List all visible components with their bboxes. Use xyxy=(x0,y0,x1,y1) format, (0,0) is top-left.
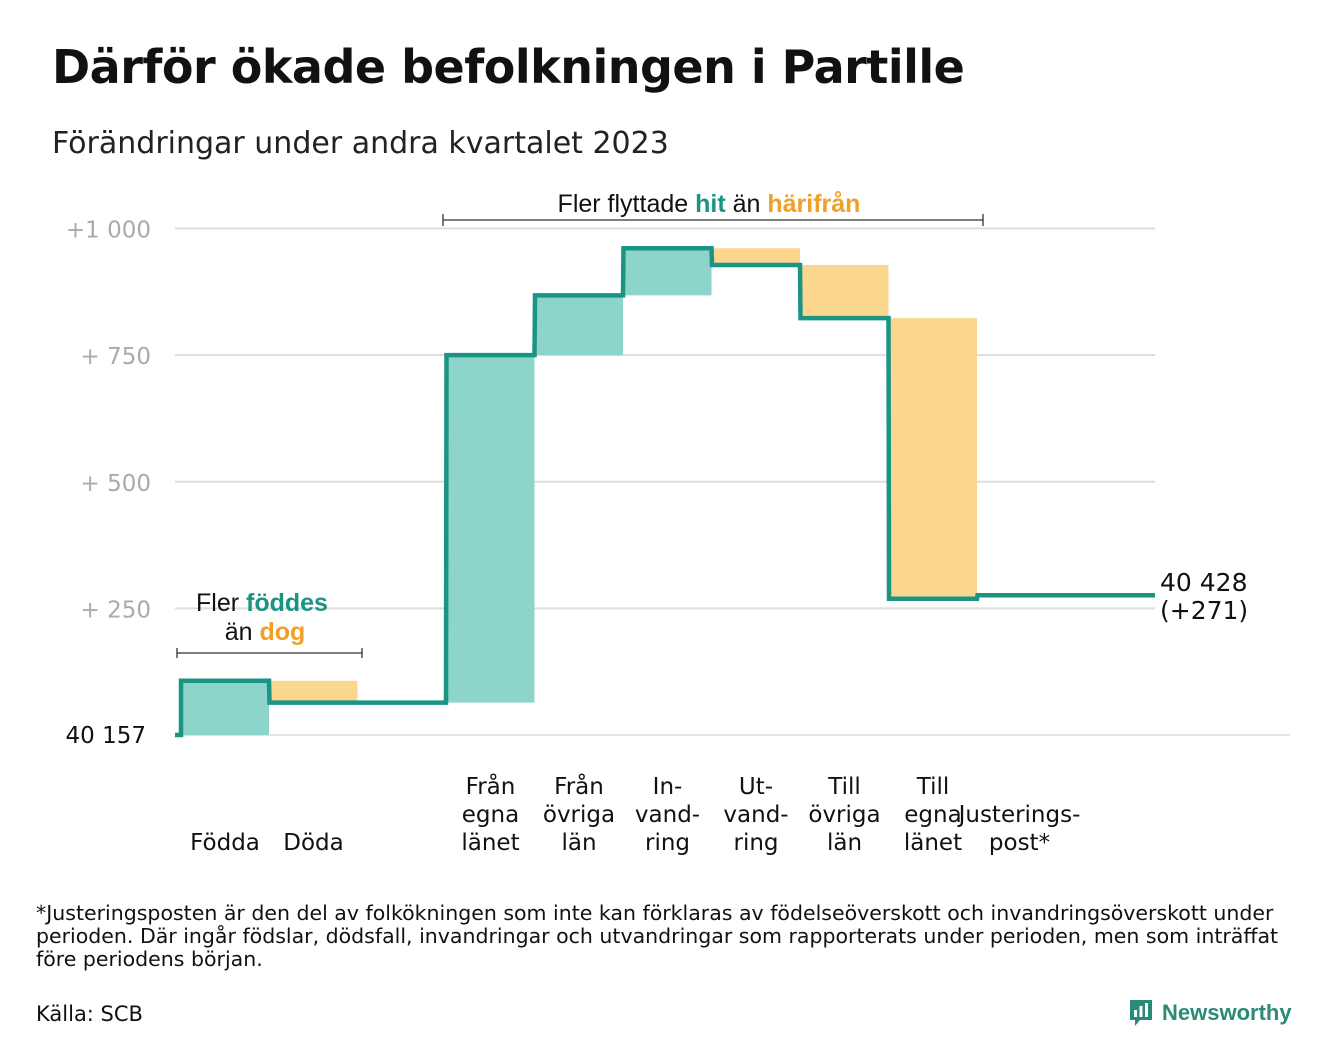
x-tick-label-8-2: länet xyxy=(904,830,962,856)
x-tick-label-7-2: län xyxy=(827,830,862,856)
top-annotation-mid: än xyxy=(726,190,768,218)
newsworthy-logo: Newsworthy xyxy=(1128,998,1292,1028)
end-change-label: (+271) xyxy=(1160,596,1248,625)
left-annotation-dog: dog xyxy=(259,618,305,646)
left-annotation-prefix: Fler xyxy=(196,589,246,617)
bar-5 xyxy=(623,248,712,296)
top-annotation-prefix: Fler flyttade xyxy=(558,190,696,218)
left-annotation-foddes: föddes xyxy=(246,589,328,617)
left-annotation-line2: än dog xyxy=(225,618,306,646)
x-tick-label-9-1: post* xyxy=(989,830,1050,856)
x-tick-label-6-1: vand- xyxy=(723,802,788,828)
x-tick-label-0-0: Födda xyxy=(190,830,260,856)
x-tick-label-1-0: Döda xyxy=(283,830,343,856)
top-annotation-hit: hit xyxy=(695,190,726,218)
brand-name: Newsworthy xyxy=(1162,1000,1292,1025)
step-line xyxy=(175,246,1155,738)
bar-3 xyxy=(446,355,535,703)
x-tick-label-4-1: övriga xyxy=(543,802,615,828)
bar-6 xyxy=(712,248,800,265)
y-tick-label-2: + 500 xyxy=(81,471,151,497)
top-annotation-harifran: härifrån xyxy=(767,190,860,218)
y-tick-label-0: +1 000 xyxy=(66,218,151,244)
x-tick-label-3-0: Från xyxy=(466,772,516,800)
x-tick-label-7-0: Till xyxy=(827,774,861,800)
base-value-label: 40 157 xyxy=(66,723,146,749)
waterfall-chart: +1 000 + 750 + 500 + 250 40 157 Födda Döda Från… xyxy=(66,190,1290,856)
footnote: *Justeringsposten är den del av folkökni… xyxy=(36,901,1279,971)
bar-8 xyxy=(889,318,977,599)
x-tick-label-6-2: ring xyxy=(733,830,778,856)
bar-7 xyxy=(800,264,889,319)
top-annotation: Fler flyttade hit än härifrån xyxy=(558,190,861,218)
newsworthy-logo-icon xyxy=(1130,1000,1152,1026)
x-tick-label-3-2: länet xyxy=(461,830,519,856)
left-annotation-an: än xyxy=(225,618,260,646)
y-tick-label-3: + 250 xyxy=(81,597,151,623)
bar-1 xyxy=(269,680,358,703)
chart-title: Därför ökade befolkningen i Partille xyxy=(52,40,965,94)
left-annotation-line1: Fler föddes xyxy=(196,589,328,617)
x-tick-label-4-0: Från xyxy=(554,772,604,800)
x-tick-label-8-1: egna xyxy=(904,802,961,828)
end-value-label: 40 428 xyxy=(1160,568,1247,597)
x-tick-label-6-0: Ut- xyxy=(739,774,773,800)
x-tick-label-5-2: ring xyxy=(645,830,690,856)
x-tick-label-3-1: egna xyxy=(462,802,519,828)
x-tick-label-8-0: Till xyxy=(916,774,950,800)
x-tick-label-9-0: Justerings- xyxy=(957,802,1081,828)
x-tick-label-5-0: In- xyxy=(653,774,683,800)
source-label: Källa: SCB xyxy=(36,1002,143,1026)
bar-4 xyxy=(535,295,623,356)
x-tick-label-5-1: vand- xyxy=(635,802,700,828)
x-tick-label-4-2: län xyxy=(561,830,596,856)
y-tick-label-1: + 750 xyxy=(81,344,151,370)
chart-subtitle: Förändringar under andra kvartalet 2023 xyxy=(52,126,669,161)
bar-0 xyxy=(181,680,269,735)
x-tick-label-7-1: övriga xyxy=(808,802,880,828)
